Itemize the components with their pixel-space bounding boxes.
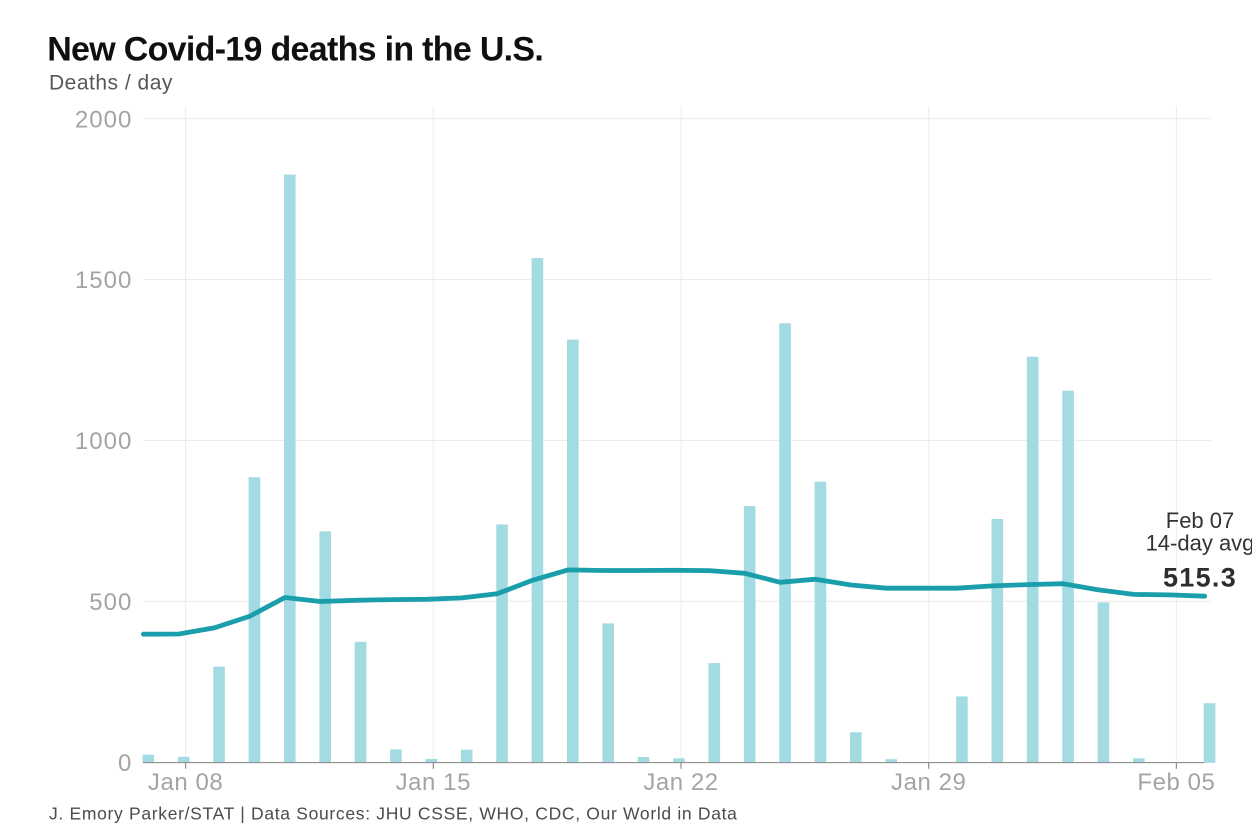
svg-text:Feb 05: Feb 05 [1137,769,1215,796]
svg-text:Jan 29: Jan 29 [891,769,966,796]
svg-text:New Covid-19 deaths in the U.S: New Covid-19 deaths in the U.S. [47,30,543,68]
svg-text:0: 0 [118,750,132,777]
svg-text:Jan 08: Jan 08 [148,769,223,796]
svg-text:Feb 07: Feb 07 [1166,508,1235,533]
svg-text:515.3: 515.3 [1163,562,1237,592]
svg-text:Jan 15: Jan 15 [396,769,471,796]
svg-text:J. Emory Parker/STAT | Data So: J. Emory Parker/STAT | Data Sources: JHU… [49,804,738,824]
svg-text:14-day avg: 14-day avg [1146,530,1252,555]
svg-text:1500: 1500 [75,267,132,294]
svg-text:Deaths / day: Deaths / day [49,71,173,94]
svg-text:Jan 22: Jan 22 [643,769,718,796]
svg-text:1000: 1000 [75,428,132,455]
svg-text:2000: 2000 [75,106,132,133]
svg-text:500: 500 [89,589,132,616]
